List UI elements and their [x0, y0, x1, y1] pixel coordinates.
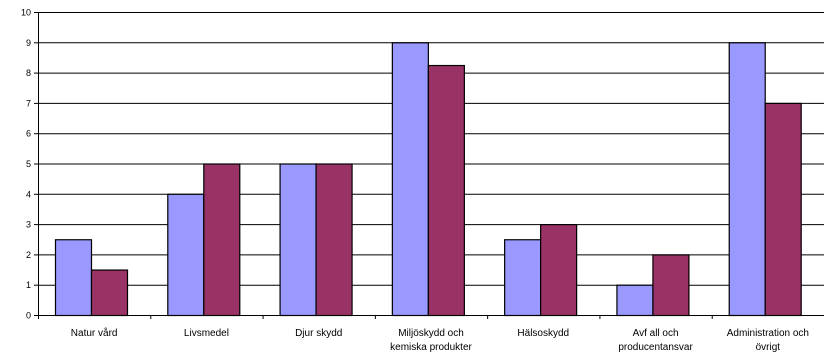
- y-tick-label: 1: [26, 280, 31, 290]
- bar-series-1-4: [391, 42, 429, 317]
- bar-series-2-6: [652, 254, 690, 317]
- category-label: Livsmedel: [184, 328, 229, 339]
- category-label: Avf all och: [633, 328, 679, 339]
- category-label: Miljöskydd och: [398, 328, 464, 339]
- category-label: övrigt: [756, 342, 781, 353]
- bar-series-1-1: [54, 239, 93, 317]
- category-label: producentansvar: [618, 342, 693, 353]
- bar-series-1-6: [616, 284, 654, 317]
- y-tick-label: 5: [26, 159, 31, 169]
- bar-series-2-3: [315, 163, 353, 317]
- category-label: Djur skydd: [295, 328, 342, 339]
- y-tick-label: 4: [26, 189, 31, 199]
- bar-series-2-4: [427, 64, 465, 317]
- bar-series-1-7: [728, 42, 766, 317]
- bar-series-2-5: [540, 224, 578, 317]
- y-tick-label: 7: [26, 98, 31, 108]
- bar-series-1-5: [504, 239, 542, 317]
- category-label: Administration och: [727, 328, 809, 339]
- bar-series-1-2: [167, 193, 205, 317]
- bar-series-2-2: [203, 163, 241, 317]
- y-tick-label: 9: [26, 38, 31, 48]
- bar-series-2-7: [764, 102, 802, 317]
- bars: [54, 42, 802, 317]
- y-tick-label: 10: [21, 8, 31, 18]
- y-tick-label: 3: [26, 220, 31, 230]
- y-tick-label: 8: [26, 68, 31, 78]
- y-axis: 0 1 2 3 4 5 6 7 8 9 10: [21, 8, 39, 321]
- y-tick-label: 6: [26, 129, 31, 139]
- y-tick-label: 0: [26, 311, 31, 321]
- category-label: Natur vård: [71, 327, 118, 339]
- category-label: kemiska produkter: [390, 342, 472, 353]
- bar-series-2-1: [90, 269, 129, 317]
- bar-series-1-3: [279, 163, 317, 317]
- x-axis: Natur vård Livsmedel Djur skydd Miljöskydd …: [38, 315, 824, 353]
- category-label: Hälsoskydd: [517, 328, 569, 339]
- y-tick-label: 2: [26, 250, 31, 260]
